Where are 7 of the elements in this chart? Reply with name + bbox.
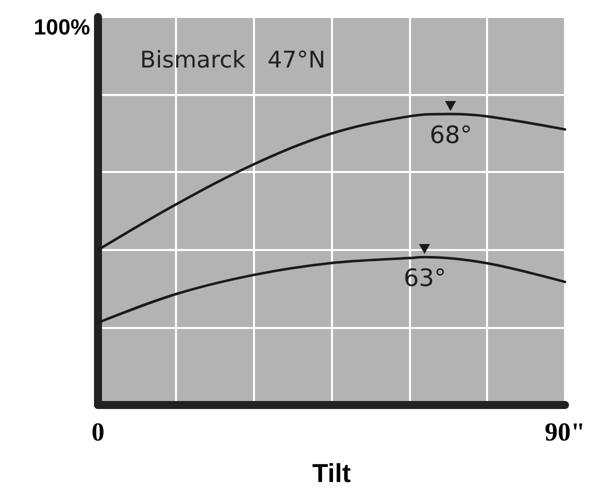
annotation: 68° (430, 121, 472, 149)
x-axis-title: Tilt (312, 458, 352, 488)
x-tick-label: 90" (544, 418, 586, 446)
text: 100% (34, 14, 90, 40)
annotation: 63° (404, 264, 446, 292)
chart-title: Bismarck 47°N (140, 48, 326, 74)
x-tick-label: 0 (92, 418, 104, 446)
